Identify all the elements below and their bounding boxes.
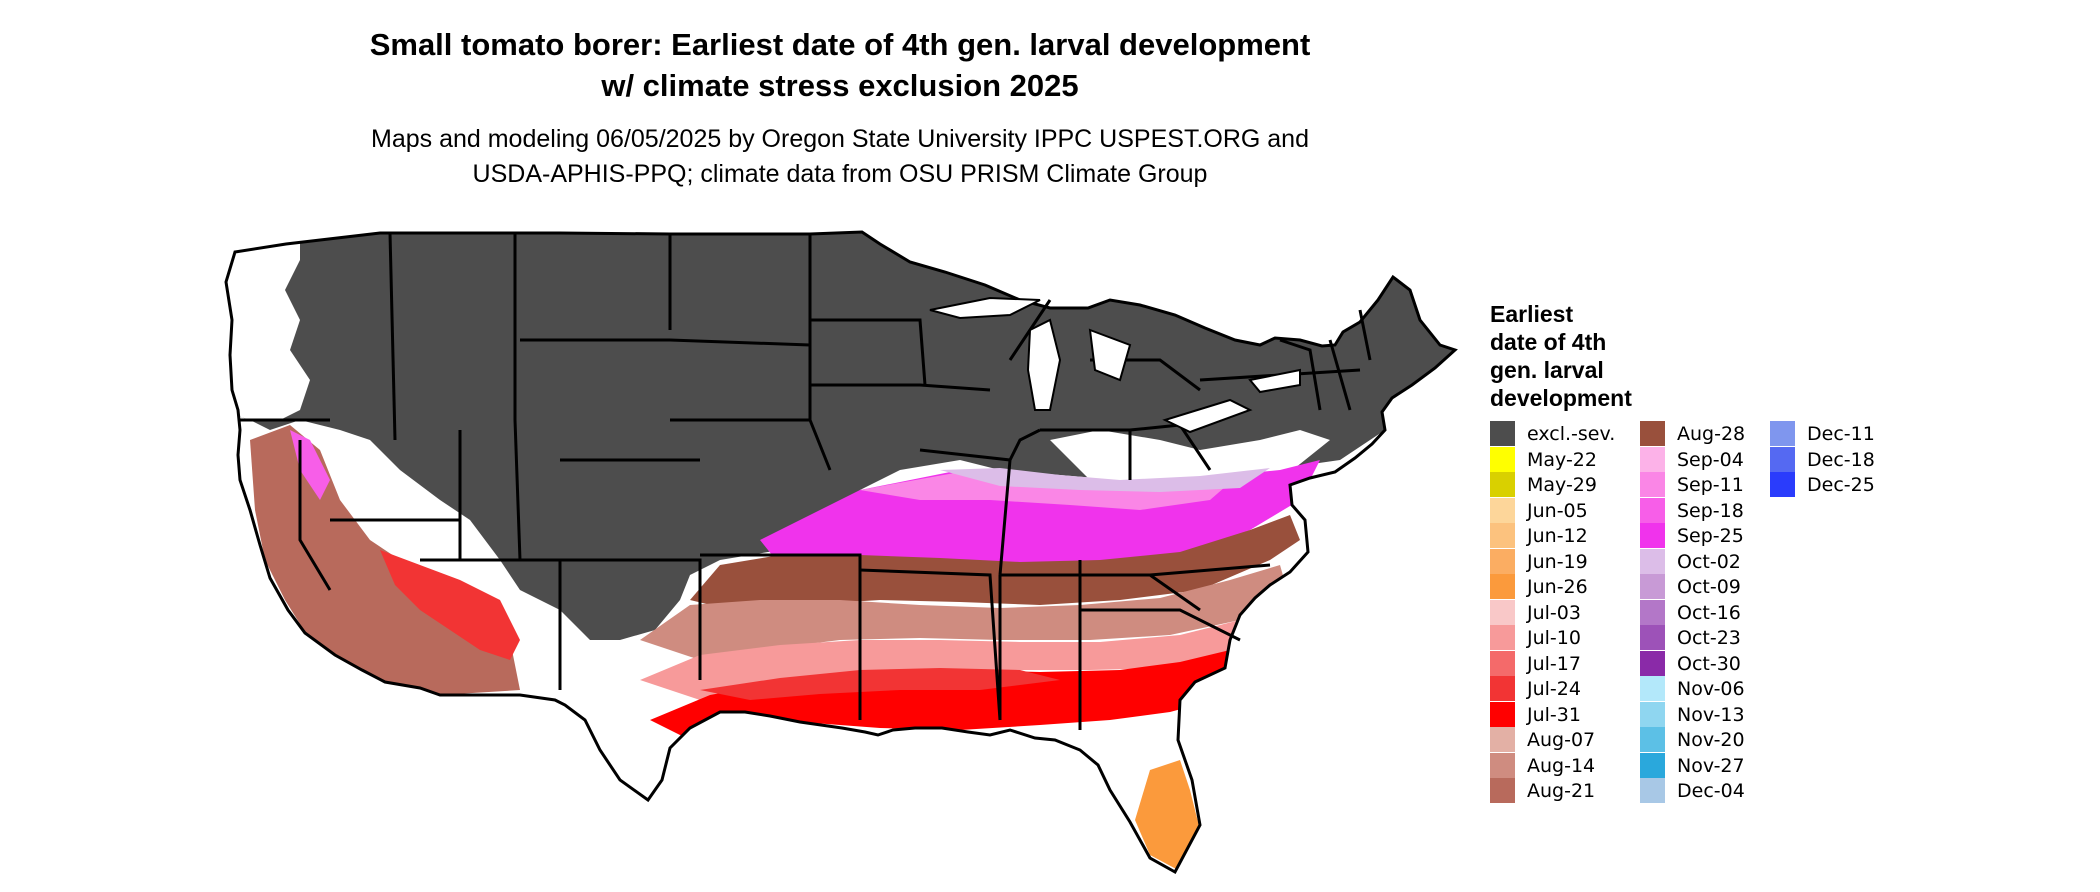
band-florida-jun <box>1135 760 1200 870</box>
legend-swatch <box>1490 472 1515 497</box>
legend-swatch <box>1490 574 1515 599</box>
legend-label: excl.-sev. <box>1527 423 1616 445</box>
legend-label: Oct-16 <box>1677 601 1741 624</box>
legend-label: Sep-25 <box>1677 525 1744 547</box>
legend-swatch <box>1490 497 1515 523</box>
legend-title: Earliest date of 4th gen. larval develop… <box>1490 300 1690 412</box>
legend-swatch <box>1640 701 1665 727</box>
legend-label: May-29 <box>1527 474 1597 496</box>
legend-swatch <box>1770 446 1795 472</box>
legend-swatch <box>1490 599 1515 625</box>
legend-swatch <box>1640 421 1665 446</box>
legend-label: Dec-25 <box>1807 474 1875 496</box>
legend-label: Sep-18 <box>1677 499 1744 522</box>
legend-swatch <box>1770 421 1795 446</box>
legend-swatch <box>1490 727 1515 752</box>
legend-swatch <box>1490 676 1515 701</box>
legend-label: Jul-10 <box>1527 627 1581 649</box>
legend-label: Jul-31 <box>1527 703 1581 726</box>
legend-swatch <box>1640 752 1665 778</box>
legend-swatch <box>1640 778 1665 803</box>
map-subtitle-line-1: Maps and modeling 06/05/2025 by Oregon S… <box>371 125 1309 153</box>
legend-label: Dec-18 <box>1807 448 1875 471</box>
legend-swatch <box>1490 523 1515 548</box>
legend-label: Jul-17 <box>1527 652 1581 675</box>
map-subtitle-line-2: USDA-APHIS-PPQ; climate data from OSU PR… <box>472 160 1208 188</box>
legend-label: Aug-14 <box>1527 754 1596 777</box>
legend-label: Oct-23 <box>1677 627 1741 649</box>
legend-label: Jul-03 <box>1527 601 1581 624</box>
legend-swatch <box>1770 472 1795 497</box>
legend-swatch <box>1640 523 1665 548</box>
state-borders <box>224 230 1457 874</box>
legend-label: Aug-21 <box>1527 780 1596 802</box>
legend-label: Oct-09 <box>1677 576 1741 598</box>
legend-swatch <box>1640 676 1665 701</box>
legend-swatch <box>1640 574 1665 599</box>
legend-label: Sep-04 <box>1677 448 1744 471</box>
map-bands <box>226 232 1455 870</box>
legend-label: Aug-07 <box>1527 729 1596 751</box>
map-title: Small tomato borer: Earliest date of 4th… <box>250 24 1430 106</box>
legend-swatch <box>1640 625 1665 650</box>
legend-swatch <box>1640 599 1665 625</box>
legend-label: Dec-04 <box>1677 780 1745 802</box>
legend-label: Jun-26 <box>1527 576 1588 598</box>
legend-swatch <box>1640 650 1665 676</box>
legend-swatch <box>1490 625 1515 650</box>
map-title-line-1: Small tomato borer: Earliest date of 4th… <box>369 27 1311 62</box>
legend-swatch <box>1640 727 1665 752</box>
band-white-nw <box>226 232 310 420</box>
legend-swatch <box>1490 778 1515 803</box>
legend-title-line: Earliest <box>1490 301 1574 327</box>
legend-label: Nov-06 <box>1677 678 1745 700</box>
great-lakes <box>929 296 1301 434</box>
legend-swatch <box>1490 548 1515 574</box>
band-october <box>940 468 1270 492</box>
legend-label: Oct-02 <box>1677 550 1741 573</box>
legend-swatch <box>1490 421 1515 446</box>
map-subtitle: Maps and modeling 06/05/2025 by Oregon S… <box>250 122 1430 192</box>
legend-swatch <box>1490 650 1515 676</box>
legend-label: Oct-30 <box>1677 652 1741 675</box>
legend-swatch <box>1490 752 1515 778</box>
band-jul-24 <box>700 668 1060 700</box>
legend-label: Nov-13 <box>1677 703 1745 726</box>
legend-label: Jun-19 <box>1527 550 1588 573</box>
legend-label: Dec-11 <box>1807 423 1875 445</box>
legend-swatch <box>1490 446 1515 472</box>
legend-swatch <box>1640 446 1665 472</box>
legend-title-line: gen. larval <box>1490 357 1604 383</box>
legend-label: Jun-05 <box>1527 499 1588 522</box>
legend-swatch <box>1490 701 1515 727</box>
map-title-line-2: w/ climate stress exclusion 2025 <box>601 68 1079 103</box>
band-aug-28 <box>690 515 1300 612</box>
legend-title-line: development <box>1490 385 1632 411</box>
legend-label: Sep-11 <box>1677 474 1744 496</box>
legend-label: Jun-12 <box>1527 525 1588 547</box>
legend-label: Nov-20 <box>1677 729 1745 751</box>
legend-label: May-22 <box>1527 448 1597 471</box>
legend-label: Nov-27 <box>1677 754 1745 777</box>
band-sw-red <box>380 550 520 660</box>
legend-swatch <box>1640 497 1665 523</box>
us-map <box>224 230 1457 874</box>
legend-label: Jul-24 <box>1527 678 1581 700</box>
band-texas-jun <box>735 750 800 845</box>
band-aug-14 <box>640 565 1290 660</box>
band-excluded <box>226 232 1455 640</box>
legend-swatch <box>1640 548 1665 574</box>
legend-label: Aug-28 <box>1677 423 1746 445</box>
legend-swatch <box>1640 472 1665 497</box>
legend-title-line: date of 4th <box>1490 329 1607 355</box>
